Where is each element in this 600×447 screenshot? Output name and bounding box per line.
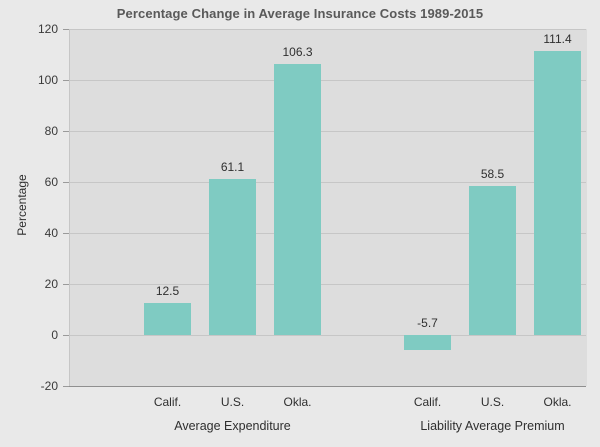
gridline-y-60	[69, 182, 586, 183]
bar-okla-1	[274, 63, 321, 335]
group-label: Liability Average Premium	[420, 419, 565, 433]
y-tick-label: 100	[37, 73, 58, 87]
y-tick-label: 0	[51, 328, 58, 342]
x-tick-label: Okla.	[283, 395, 312, 409]
group-label: Average Expenditure	[174, 419, 291, 433]
y-tick-label: 120	[37, 22, 58, 36]
bar-us-2	[469, 185, 516, 335]
bar-value-label: 12.5	[155, 284, 180, 299]
gridline-y-100	[69, 80, 586, 81]
gridline-y-20	[69, 284, 586, 285]
y-tick-label: 20	[44, 277, 58, 291]
gridline-y-0	[69, 335, 586, 336]
y-tick-mark	[63, 131, 69, 132]
gridline-y-40	[69, 233, 586, 234]
y-tick-label: 60	[44, 175, 58, 189]
bar-value-label: 58.5	[480, 166, 505, 181]
chart-title: Percentage Change in Average Insurance C…	[116, 6, 484, 21]
bar-calif-2	[404, 335, 451, 350]
y-tick-mark	[63, 386, 69, 387]
x-tick-label: U.S.	[220, 395, 245, 409]
y-tick-mark	[63, 80, 69, 81]
bar-value-label: 61.1	[220, 160, 245, 175]
gridline-y-80	[69, 131, 586, 132]
y-tick-label: 40	[44, 226, 58, 240]
bar-value-label: -5.7	[417, 316, 438, 330]
bar-us-1	[209, 179, 256, 335]
y-tick-mark	[63, 233, 69, 234]
gridline-y-120	[69, 29, 586, 30]
x-tick-label: Okla.	[543, 395, 572, 409]
y-tick-label: -20	[40, 379, 58, 393]
bar-value-label: 111.4	[543, 31, 572, 46]
y-tick-mark	[63, 335, 69, 336]
y-tick-mark	[63, 284, 69, 285]
x-tick-label: U.S.	[480, 395, 505, 409]
bar-calif-1	[144, 303, 191, 335]
x-tick-label: Calif.	[413, 395, 442, 409]
gridline-y--20	[69, 386, 586, 387]
bar-value-label: 106.3	[282, 44, 313, 59]
x-tick-label: Calif.	[153, 395, 182, 409]
y-tick-mark	[63, 29, 69, 30]
y-tick-mark	[63, 182, 69, 183]
y-tick-label: 80	[44, 124, 58, 138]
bar-okla-2	[534, 50, 581, 335]
